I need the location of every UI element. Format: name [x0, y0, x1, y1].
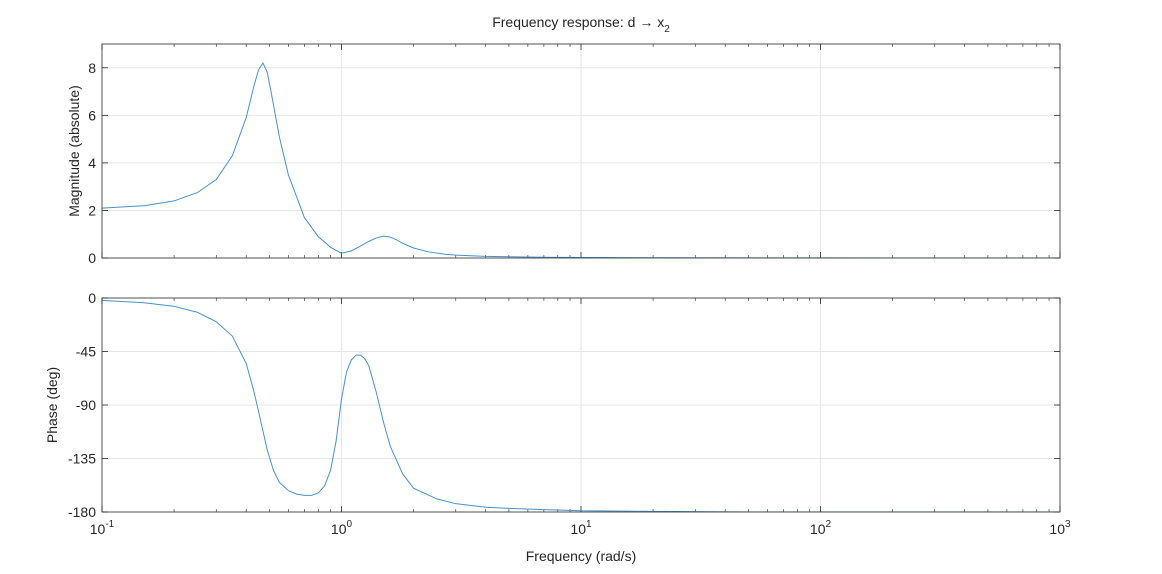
- magnitude-y-ticks: 0 2 4 6 8: [88, 60, 1060, 266]
- magnitude-y-tick-label: 6: [88, 107, 96, 123]
- magnitude-axes-box: [101, 43, 1061, 259]
- x-tick-label: 100: [331, 519, 353, 537]
- magnitude-y-tick-label: 0: [88, 250, 96, 266]
- magnitude-y-tick-label: 2: [88, 202, 96, 218]
- x-tick-label: 103: [1049, 519, 1071, 537]
- magnitude-ylabel: Magnitude (absolute): [66, 85, 82, 217]
- phase-y-tick-label: -90: [76, 397, 96, 413]
- chart-title-prefix: Frequency response: d: [492, 14, 639, 30]
- phase-axes: 0 -45 -90 -135 -180 10-1 100 101 102 103 Phase (…: [44, 290, 1071, 564]
- phase-y-tick-label: -180: [68, 504, 96, 520]
- phase-x-ticks: 10-1 100 101 102 103: [90, 519, 1071, 537]
- phase-y-ticks: 0 -45 -90 -135 -180: [68, 290, 1060, 520]
- chart-title-arrow: →: [639, 14, 653, 30]
- magnitude-y-tick-label: 8: [88, 60, 96, 76]
- magnitude-axes: 0 2 4 6 8 Magnitude (absolute): [66, 43, 1061, 266]
- x-tick-label: 102: [810, 519, 832, 537]
- phase-ylabel: Phase (deg): [44, 367, 60, 443]
- chart-title: Frequency response: d → x2: [492, 14, 670, 35]
- x-tick-label: 10-1: [90, 519, 115, 537]
- phase-y-tick-label: 0: [88, 290, 96, 306]
- chart-title-subscript: 2: [664, 24, 670, 35]
- phase-curve: [102, 299, 1060, 512]
- frequency-xlabel: Frequency (rad/s): [526, 548, 636, 564]
- phase-y-tick-label: -45: [76, 344, 96, 360]
- phase-y-tick-label: -135: [68, 451, 96, 467]
- magnitude-curve: [102, 61, 1060, 258]
- chart-title-var: x: [653, 14, 664, 30]
- magnitude-grid: [102, 44, 1060, 258]
- x-tick-label: 101: [570, 519, 592, 537]
- magnitude-y-tick-label: 4: [88, 155, 96, 171]
- phase-grid: [102, 298, 1060, 512]
